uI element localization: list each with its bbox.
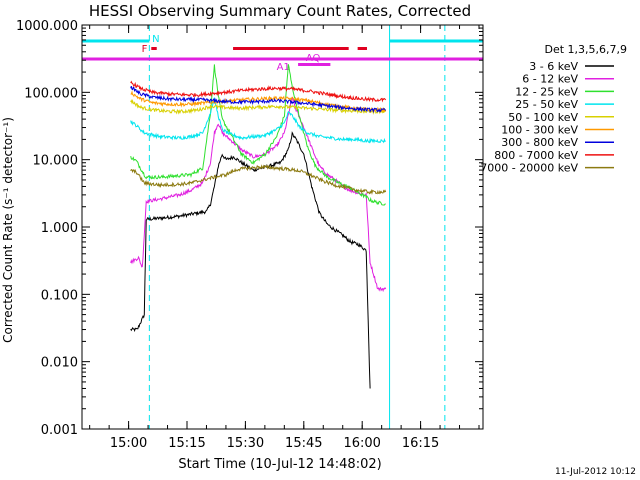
legend-label: 12 - 25 keV: [515, 85, 578, 98]
legend-label: 3 - 6 keV: [529, 60, 578, 73]
series-line-4: [130, 99, 387, 115]
x-tick-label: 16:15: [402, 436, 439, 451]
x-tick-label: 15:00: [110, 436, 147, 451]
legend-label: 25 - 50 keV: [515, 98, 578, 111]
y-tick-label: 1.000: [41, 221, 78, 236]
x-tick-label: 15:30: [227, 436, 264, 451]
y-tick-label: 0.001: [41, 423, 78, 438]
chart-title: HESSI Observing Summary Count Rates, Cor…: [89, 2, 471, 20]
series-layer: [130, 64, 387, 389]
legend-label: 50 - 100 keV: [508, 111, 578, 124]
legend-label: 100 - 300 keV: [501, 124, 578, 137]
y-tick-label: 0.010: [41, 356, 78, 371]
y-tick-label: 100.000: [24, 86, 78, 101]
x-tick-label: 16:00: [343, 436, 380, 451]
series-line-3: [130, 97, 386, 144]
y-axis-label: Corrected Count Rate (s⁻¹ detector⁻¹): [1, 117, 15, 343]
series-line-5: [130, 90, 387, 114]
legend-label: 300 - 800 keV: [501, 136, 578, 149]
x-tick-label: 15:45: [285, 436, 322, 451]
y-tick-label: 0.100: [41, 288, 78, 303]
legend-label: 6 - 12 keV: [522, 73, 578, 86]
series-line-7: [130, 80, 387, 103]
saa-flag-label: AQ: [306, 53, 321, 64]
series-line-1: [130, 96, 387, 293]
plot-frame: [81, 24, 484, 430]
legend-label: 800 - 7000 keV: [494, 149, 578, 162]
y-tick-label: 10.000: [33, 154, 79, 169]
series-line-6: [130, 85, 387, 114]
series-line-8: [130, 164, 387, 195]
footer-date: 11-Jul-2012 10:12: [555, 467, 636, 477]
x-tick-label: 15:15: [168, 436, 205, 451]
attenuator-flag-label: A1: [277, 62, 290, 73]
x-axis-label: Start Time (10-Jul-12 14:48:02): [178, 457, 381, 472]
y-tick-label: 1000.000: [16, 19, 78, 34]
flare-flag-label: F: [142, 44, 148, 55]
legend-label: 7000 - 20000 keV: [480, 162, 578, 175]
legend-title: Det 1,3,5,6,7,9: [544, 43, 627, 56]
night-flag-label: N: [152, 34, 159, 45]
axes: 0.001 0.010 0.100 1.000 10.000 100.000 1000.00…: [16, 19, 484, 451]
series-line-0: [130, 131, 371, 389]
status-flags: NF A1 AQ: [82, 25, 483, 429]
